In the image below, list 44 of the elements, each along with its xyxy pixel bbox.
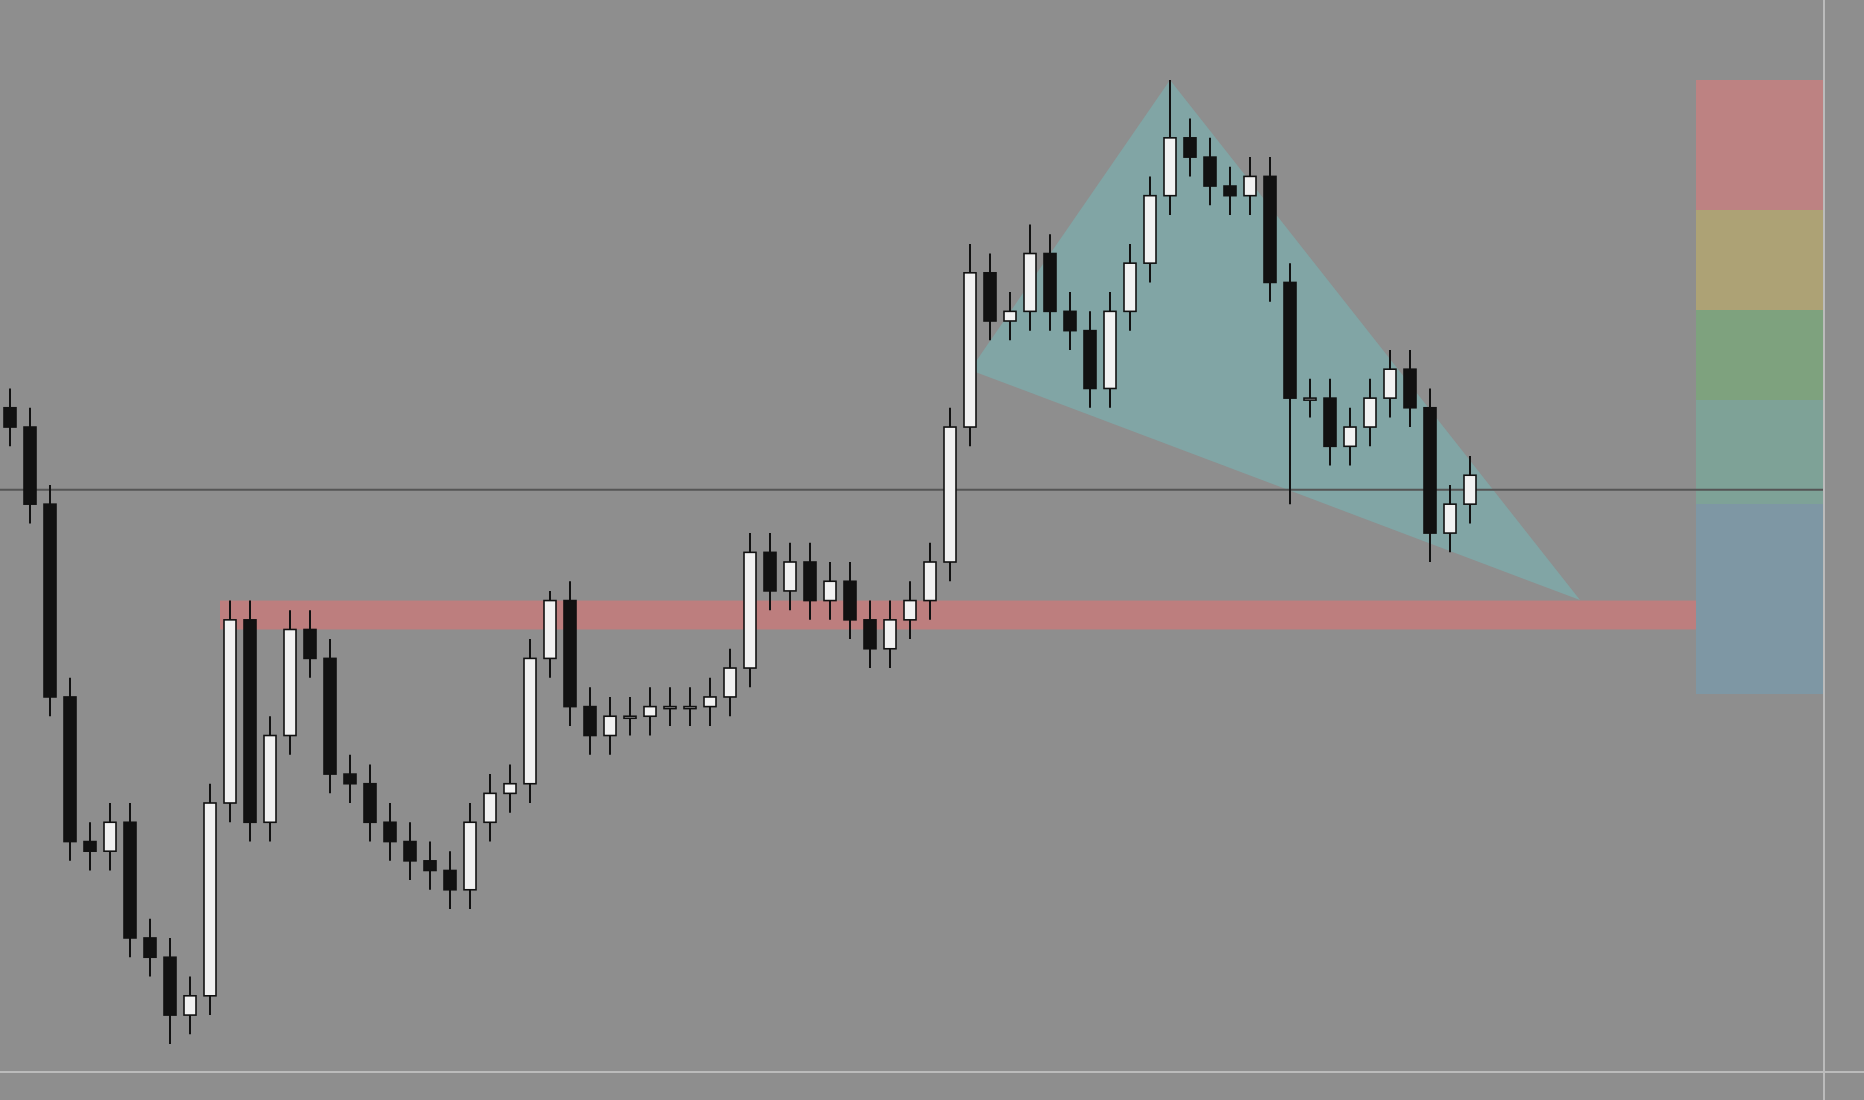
candlestick — [683, 686, 697, 727]
candlestick — [443, 850, 457, 911]
candlestick — [603, 695, 617, 756]
candlestick — [1363, 377, 1377, 448]
candlestick — [83, 821, 97, 872]
candlestick — [663, 686, 677, 727]
candlestick — [503, 763, 517, 814]
candlestick — [1243, 156, 1257, 216]
candlestick — [1463, 454, 1477, 525]
candlestick — [483, 773, 497, 843]
candlestick — [763, 532, 777, 612]
candlestick — [1443, 483, 1457, 554]
candlestick — [903, 580, 917, 641]
candlestick — [183, 975, 197, 1036]
candlestick — [103, 802, 117, 872]
candlestick — [1203, 136, 1217, 207]
candlestick — [1183, 117, 1197, 178]
candlestick — [3, 387, 17, 448]
candlestick — [923, 541, 937, 621]
candlestick — [383, 802, 397, 862]
candlestick — [583, 686, 597, 756]
candlestick — [363, 763, 377, 843]
candlestick — [783, 541, 797, 612]
candlestick — [1003, 291, 1017, 342]
candlestick — [1223, 165, 1237, 216]
candlestick — [1403, 348, 1417, 429]
candlestick — [863, 599, 877, 670]
candlestick — [303, 609, 317, 679]
candlestick — [1303, 377, 1317, 419]
candlestick — [403, 821, 417, 882]
candlestick — [1063, 291, 1077, 351]
candlestick — [823, 561, 837, 621]
candlestick — [1343, 406, 1357, 467]
candlestick — [723, 647, 737, 718]
candlestick — [1383, 348, 1397, 419]
candlestick — [143, 917, 157, 978]
candlestick — [843, 561, 857, 641]
candlestick — [803, 541, 817, 621]
candlestick — [623, 695, 637, 737]
candlestick — [703, 676, 717, 727]
candlestick — [423, 840, 437, 891]
candlestick — [883, 599, 897, 670]
candlestick — [343, 753, 357, 804]
candlestick — [643, 686, 657, 737]
